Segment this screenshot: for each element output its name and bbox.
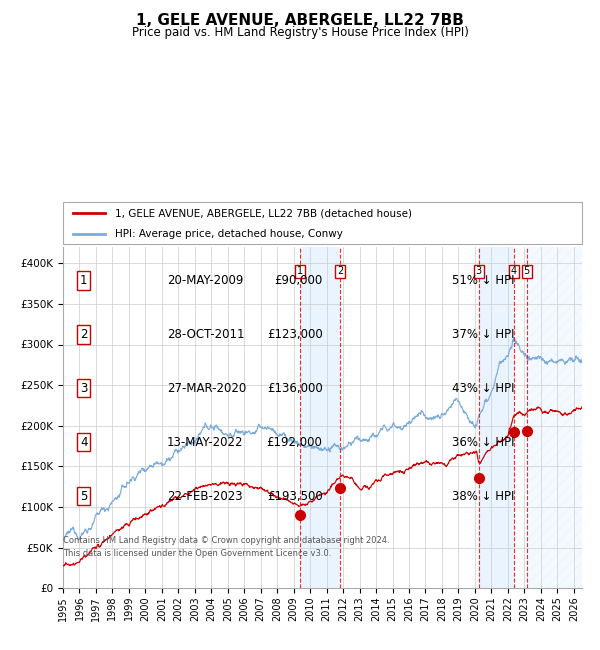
Text: 3: 3 — [80, 382, 88, 395]
Text: 43% ↓ HPI: 43% ↓ HPI — [452, 382, 515, 395]
Bar — [479, 247, 514, 588]
Text: 3: 3 — [476, 266, 482, 276]
Text: 36% ↓ HPI: 36% ↓ HPI — [452, 436, 515, 448]
Text: HPI: Average price, detached house, Conwy: HPI: Average price, detached house, Conw… — [115, 229, 343, 239]
Text: 2: 2 — [80, 328, 88, 341]
Text: £192,000: £192,000 — [266, 436, 323, 448]
Text: Contains HM Land Registry data © Crown copyright and database right 2024.: Contains HM Land Registry data © Crown c… — [63, 536, 389, 545]
FancyBboxPatch shape — [63, 202, 582, 244]
Text: 1, GELE AVENUE, ABERGELE, LL22 7BB (detached house): 1, GELE AVENUE, ABERGELE, LL22 7BB (deta… — [115, 209, 412, 218]
Text: 1, GELE AVENUE, ABERGELE, LL22 7BB: 1, GELE AVENUE, ABERGELE, LL22 7BB — [136, 13, 464, 28]
Text: 1: 1 — [297, 266, 303, 276]
Text: Price paid vs. HM Land Registry's House Price Index (HPI): Price paid vs. HM Land Registry's House … — [131, 26, 469, 39]
Text: 37% ↓ HPI: 37% ↓ HPI — [452, 328, 515, 341]
Text: This data is licensed under the Open Government Licence v3.0.: This data is licensed under the Open Gov… — [63, 549, 331, 558]
Text: £193,500: £193,500 — [267, 490, 323, 503]
Text: 13-MAY-2022: 13-MAY-2022 — [167, 436, 244, 448]
Text: 5: 5 — [80, 490, 88, 503]
Text: £123,000: £123,000 — [267, 328, 323, 341]
Text: 51% ↓ HPI: 51% ↓ HPI — [452, 274, 515, 287]
Text: 4: 4 — [80, 436, 88, 448]
Text: 4: 4 — [511, 266, 517, 276]
Text: £136,000: £136,000 — [267, 382, 323, 395]
Text: 1: 1 — [80, 274, 88, 287]
Text: 5: 5 — [524, 266, 530, 276]
Text: 22-FEB-2023: 22-FEB-2023 — [167, 490, 242, 503]
Text: 27-MAR-2020: 27-MAR-2020 — [167, 382, 246, 395]
Bar — [527, 247, 582, 588]
Text: 2: 2 — [337, 266, 343, 276]
Text: 28-OCT-2011: 28-OCT-2011 — [167, 328, 244, 341]
Text: 38% ↓ HPI: 38% ↓ HPI — [452, 490, 515, 503]
Text: 20-MAY-2009: 20-MAY-2009 — [167, 274, 243, 287]
Bar — [300, 247, 340, 588]
Text: £90,000: £90,000 — [274, 274, 323, 287]
